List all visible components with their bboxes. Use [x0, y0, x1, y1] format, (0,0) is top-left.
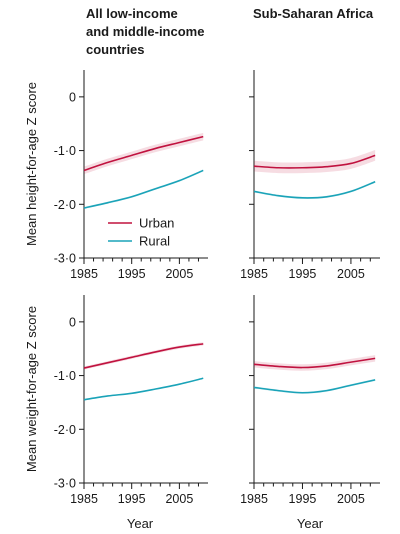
legend-label-rural: Rural	[139, 234, 170, 249]
series-band-rural	[84, 169, 204, 210]
legend: Urban Rural	[108, 216, 174, 249]
series-line-rural	[253, 379, 376, 394]
column-title-left-line-1: All low-income	[86, 6, 178, 21]
y-axis-label-bottom: Mean weight-for-age Z score	[24, 306, 39, 472]
y-tick-label: -1·0	[54, 144, 76, 158]
panel-bottom-right: 1985 1995 2005	[240, 295, 380, 506]
series-band-urban	[84, 132, 204, 175]
x-tick-label: 2005	[165, 267, 193, 281]
y-tick-label: -1·0	[54, 369, 76, 383]
x-tick-label: 1995	[118, 267, 146, 281]
column-title-left-line-3: countries	[86, 42, 145, 57]
x-tick-label: 1985	[240, 492, 268, 506]
legend-label-urban: Urban	[139, 216, 174, 231]
series-line-rural	[253, 180, 376, 199]
x-tick-label: 1985	[70, 492, 98, 506]
column-titles: All low-income and middle-income countri…	[86, 6, 374, 57]
x-tick-label: 1985	[240, 267, 268, 281]
y-tick-label: -2·0	[54, 198, 76, 212]
y-tick-label: 0	[69, 90, 76, 104]
x-tick-label: 1995	[289, 267, 317, 281]
y-tick-label: -3·0	[54, 477, 76, 491]
y-tick-label: 0	[69, 315, 76, 329]
panel-top-right: 1985 1995 2005	[240, 70, 380, 281]
series-line-urban	[253, 357, 376, 369]
y-tick-label: -3·0	[54, 252, 76, 266]
series-band-urban	[84, 342, 204, 370]
x-tick-label: 1995	[289, 492, 317, 506]
series-line-rural	[83, 377, 204, 401]
series-line-urban	[83, 343, 204, 369]
x-tick-label: 2005	[165, 492, 193, 506]
x-axis-label-right: Year	[297, 516, 324, 531]
y-tick-label: -2·0	[54, 423, 76, 437]
series-band-urban	[254, 355, 376, 371]
series-line-rural	[83, 169, 204, 209]
series-band-rural	[254, 378, 376, 394]
x-tick-label: 1985	[70, 267, 98, 281]
series-line-urban	[253, 154, 376, 169]
column-title-left-line-2: and middle-income	[86, 24, 204, 39]
column-title-right: Sub-Saharan Africa	[253, 6, 374, 21]
x-tick-label: 1995	[118, 492, 146, 506]
series-line-urban	[83, 135, 204, 172]
y-axis-label-top: Mean height-for-age Z score	[24, 82, 39, 246]
x-axis-label-left: Year	[127, 516, 154, 531]
x-tick-label: 2005	[337, 492, 365, 506]
x-tick-label: 2005	[337, 267, 365, 281]
